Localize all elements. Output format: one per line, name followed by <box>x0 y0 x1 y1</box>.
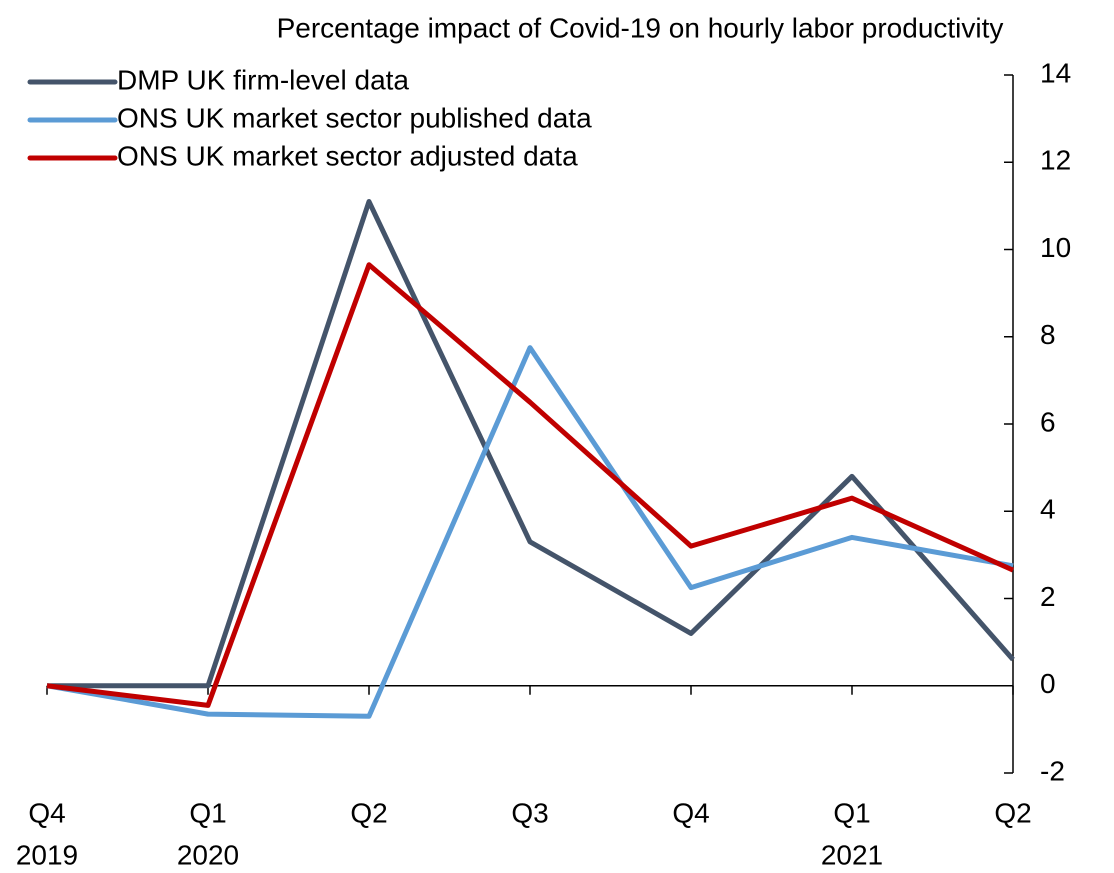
x-tick-label: Q4 <box>28 797 65 828</box>
x-group-label: 2020 <box>177 839 239 870</box>
y-tick-label: 0 <box>1040 668 1056 699</box>
legend-label: ONS UK market sector published data <box>117 102 592 133</box>
legend-label: DMP UK firm-level data <box>117 64 409 95</box>
x-group-label: 2021 <box>821 839 883 870</box>
x-tick-label: Q1 <box>189 797 226 828</box>
x-tick-label: Q4 <box>672 797 709 828</box>
series-line <box>47 199 1015 689</box>
x-tick-label: Q2 <box>994 797 1031 828</box>
y-tick-label: 8 <box>1040 319 1056 350</box>
legend-label: ONS UK market sector adjusted data <box>117 140 578 171</box>
y-tick-label: 4 <box>1040 494 1056 525</box>
x-tick-label: Q2 <box>350 797 387 828</box>
chart-title: Percentage impact of Covid-19 on hourly … <box>277 12 1004 43</box>
x-tick-label: Q1 <box>833 797 870 828</box>
x-tick-label: Q3 <box>511 797 548 828</box>
y-tick-label: -2 <box>1040 755 1065 786</box>
x-group-label: 2019 <box>16 839 78 870</box>
y-tick-label: 6 <box>1040 406 1056 437</box>
y-tick-label: 14 <box>1040 57 1071 88</box>
series-line <box>46 345 1014 719</box>
y-tick-label: 2 <box>1040 581 1056 612</box>
series-line <box>46 262 1015 708</box>
y-tick-label: 10 <box>1040 232 1071 263</box>
y-tick-label: 12 <box>1040 145 1071 176</box>
